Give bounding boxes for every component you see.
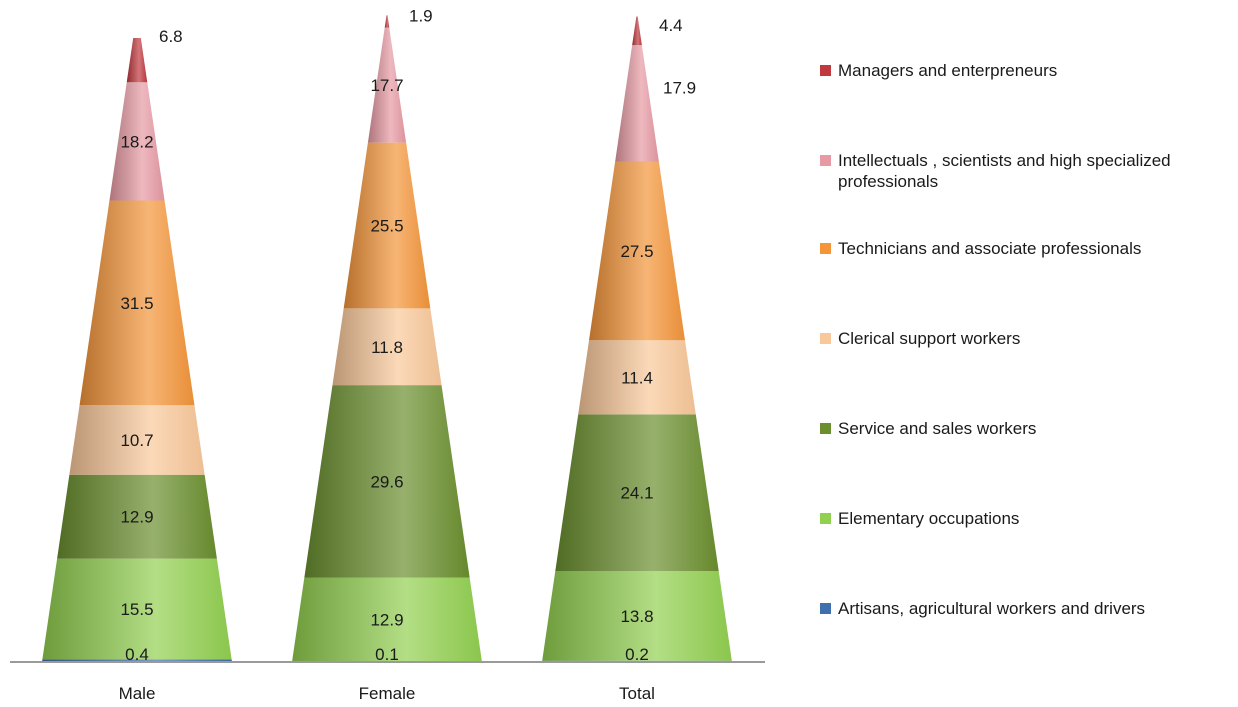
cone-segment xyxy=(79,200,195,406)
data-label: 31.5 xyxy=(120,294,153,313)
cone-segment xyxy=(343,142,431,309)
legend-label: Elementary occupations xyxy=(838,509,1020,528)
legend-item: Technicians and associate professionals xyxy=(820,238,1235,259)
cone-segment xyxy=(69,405,205,475)
legend-item: Elementary occupations xyxy=(820,508,1235,529)
category-labels-layer: Male Female Total xyxy=(119,684,655,703)
data-label: 24.1 xyxy=(620,484,653,503)
data-label: 4.4 xyxy=(659,16,683,35)
cones-layer xyxy=(42,15,732,662)
data-label: 27.5 xyxy=(620,242,653,261)
cone-segment xyxy=(332,308,442,386)
data-label: 12.9 xyxy=(370,610,403,629)
cone-segment xyxy=(578,340,696,415)
x-tick-label: Total xyxy=(619,684,655,702)
data-label: 17.7 xyxy=(370,76,403,95)
cone-segment xyxy=(555,414,719,571)
legend-swatch xyxy=(820,155,831,166)
cone-segment xyxy=(292,577,482,662)
data-label: 15.5 xyxy=(120,600,153,619)
cone-segment xyxy=(126,38,148,83)
legend-item: Managers and enterpreneurs xyxy=(820,60,1235,81)
cone-segment xyxy=(109,82,165,201)
data-label: 0.4 xyxy=(125,645,149,664)
cone-segment xyxy=(384,15,390,28)
data-label: 29.6 xyxy=(370,472,403,491)
legend-label: Clerical support workers xyxy=(838,329,1021,348)
cone-segment xyxy=(589,161,685,341)
legend-label: Service and sales workers xyxy=(838,419,1037,438)
cone-segment xyxy=(542,571,732,661)
legend-swatch xyxy=(820,423,831,434)
legend-swatch xyxy=(820,333,831,344)
legend-label: Technicians and associate professionals xyxy=(838,239,1142,258)
data-label: 0.2 xyxy=(625,645,649,664)
segment-labels-layer: 0.4 15.5 12.9 10.7 31.5 18.2 6.8 0.1 12.9 29.6 11.… xyxy=(120,6,696,664)
legend-label: Managers and enterpreneurs xyxy=(838,61,1058,80)
cone-segment xyxy=(42,558,232,660)
legend-item: Intellectuals , scientists and high spec… xyxy=(820,150,1235,192)
data-label: 0.1 xyxy=(375,645,399,664)
legend-swatch xyxy=(820,243,831,254)
legend-label: Intellectuals , scientists and high spec… xyxy=(838,151,1171,191)
data-label: 12.9 xyxy=(120,508,153,527)
legend-label: Artisans, agricultural workers and drive… xyxy=(838,599,1146,618)
cone-segment xyxy=(57,474,217,559)
data-label: 1.9 xyxy=(409,6,433,25)
x-tick-label: Male xyxy=(119,684,156,702)
data-label: 18.2 xyxy=(120,132,153,151)
legend-item: Clerical support workers xyxy=(820,328,1235,349)
x-tick-label: Female xyxy=(359,684,416,702)
cone-segment xyxy=(304,385,470,578)
legend-item: Service and sales workers xyxy=(820,418,1235,439)
data-label: 17.9 xyxy=(663,78,696,97)
cone-segment xyxy=(615,45,659,162)
data-label: 6.8 xyxy=(159,27,183,46)
data-label: 25.5 xyxy=(370,217,403,236)
cone-segment xyxy=(632,16,642,46)
legend-swatch xyxy=(820,65,831,76)
legend-swatch xyxy=(820,603,831,614)
data-label: 11.4 xyxy=(621,368,653,387)
data-label: 11.8 xyxy=(371,338,403,357)
legend-swatch xyxy=(820,513,831,524)
data-label: 10.7 xyxy=(120,431,153,450)
legend-item: Artisans, agricultural workers and drive… xyxy=(820,598,1235,619)
cone-segment xyxy=(367,27,407,143)
data-label: 13.8 xyxy=(620,607,653,626)
